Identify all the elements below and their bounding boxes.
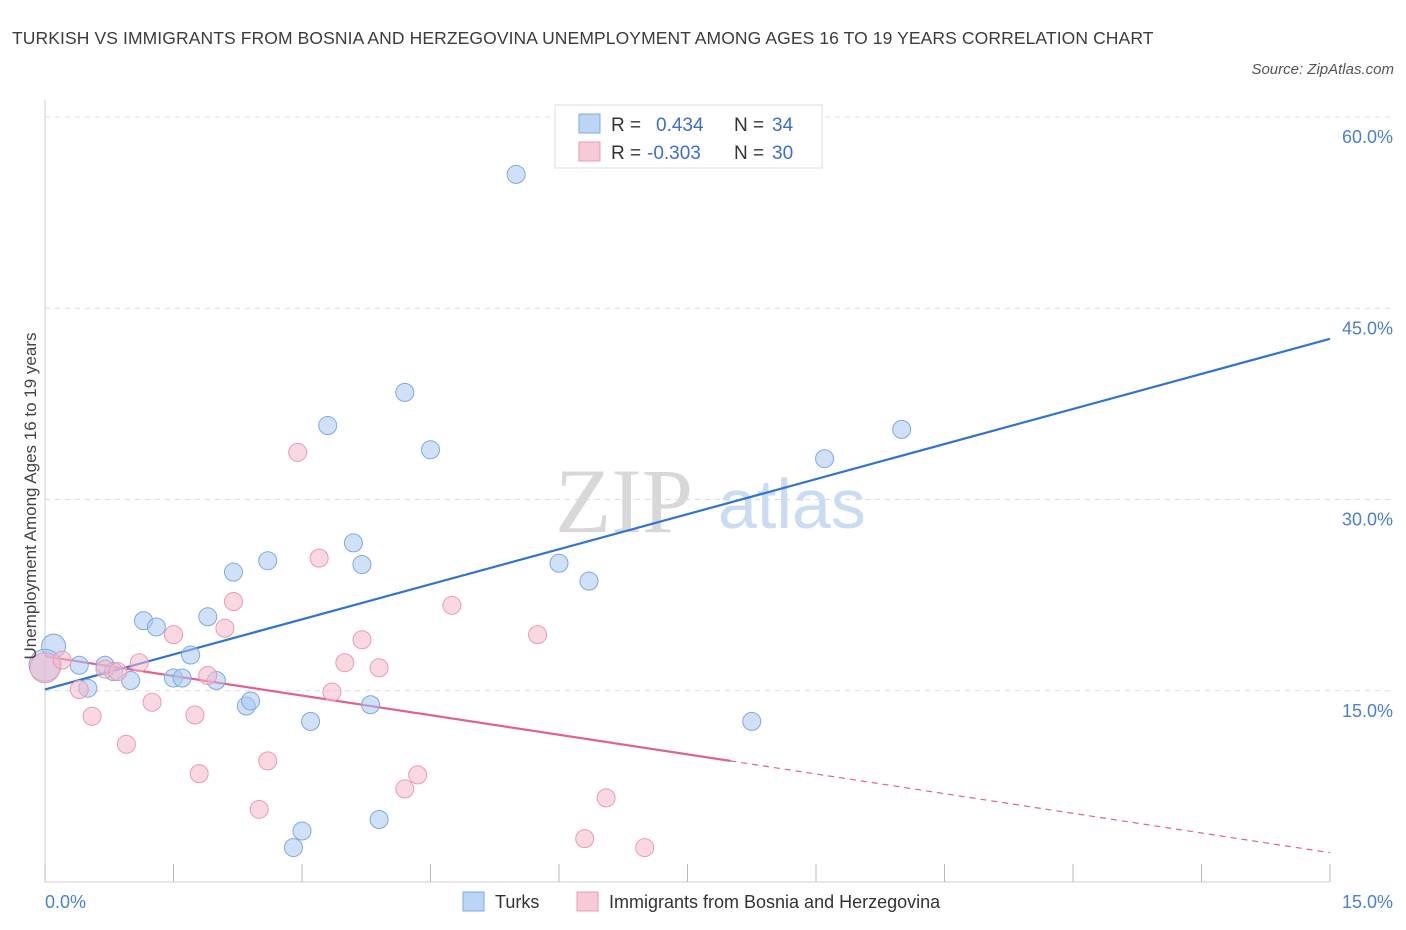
x-tick-label-max: 15.0% (1342, 892, 1393, 912)
bottom-legend-swatch-turks (462, 891, 485, 912)
legend-n-label-1: N = (734, 115, 764, 136)
bottom-legend-swatch-bosnia (576, 891, 599, 912)
point-turks (892, 419, 912, 439)
point-bosnia (528, 625, 548, 645)
point-turks (506, 164, 526, 184)
point-bosnia (352, 630, 372, 650)
point-bosnia (369, 658, 389, 678)
legend-r-label-1: R = (611, 115, 641, 136)
point-bosnia (116, 734, 136, 754)
point-turks (742, 711, 762, 731)
point-turks (579, 571, 599, 591)
point-turks (223, 562, 243, 582)
x-tick-label-min: 0.0% (45, 892, 86, 912)
point-turks (352, 555, 372, 575)
series-legend: Turks Immigrants from Bosnia and Herzego… (462, 891, 941, 912)
trend-line-turks (44, 337, 1331, 691)
point-turks (292, 821, 312, 841)
grid-lines (45, 116, 1393, 692)
point-bosnia (309, 548, 329, 568)
point-bosnia (198, 665, 218, 685)
point-bosnia (108, 662, 128, 682)
point-bosnia (82, 706, 102, 726)
point-bosnia (635, 838, 655, 858)
trend-lines (44, 337, 1331, 854)
point-turks (549, 553, 569, 573)
bottom-legend-label-bosnia: Immigrants from Bosnia and Herzegovina (609, 892, 941, 912)
point-bosnia (395, 779, 415, 799)
point-bosnia (69, 679, 89, 699)
point-turks (318, 416, 338, 436)
point-bosnia (322, 682, 342, 702)
point-turks (283, 838, 303, 858)
point-turks (241, 691, 261, 711)
point-bosnia (335, 653, 355, 673)
point-bosnia (52, 650, 72, 670)
y-tick-label: 60.0% (1342, 127, 1393, 147)
bottom-legend-label-turks: Turks (495, 892, 539, 912)
point-bosnia (142, 692, 162, 712)
legend-swatch-bosnia (578, 141, 601, 162)
legend-swatch-turks (578, 113, 601, 134)
chart-source: Source: ZipAtlas.com (1251, 61, 1394, 78)
legend-n-value-turks: 34 (772, 115, 794, 136)
data-points (28, 164, 912, 858)
legend-r-value-turks: 0.434 (656, 115, 704, 136)
trend-line-bosnia-extrapolated (730, 760, 1331, 854)
point-turks (361, 695, 381, 715)
watermark-atlas: atlas (718, 465, 866, 543)
point-turks (146, 617, 166, 637)
point-bosnia (223, 592, 243, 611)
legend-n-value-bosnia: 30 (772, 143, 793, 164)
y-tick-label: 15.0% (1342, 701, 1393, 721)
y-tick-label: 30.0% (1342, 510, 1393, 530)
point-turks (395, 382, 415, 402)
point-turks (181, 645, 201, 665)
point-turks (172, 668, 192, 688)
point-turks (198, 607, 218, 627)
point-bosnia (185, 705, 205, 725)
point-bosnia (189, 764, 209, 784)
point-turks (69, 655, 89, 675)
point-bosnia (288, 442, 308, 462)
point-turks (369, 810, 389, 830)
point-turks (343, 533, 363, 553)
point-turks (301, 711, 321, 731)
point-turks (258, 551, 278, 571)
legend-n-label-2: N = (734, 143, 764, 164)
point-bosnia (249, 799, 269, 819)
point-bosnia (575, 829, 595, 849)
correlation-legend: R = 0.434 N = 34 R = -0.303 N = 30 (554, 104, 823, 169)
point-bosnia (215, 618, 235, 638)
point-bosnia (258, 751, 278, 771)
point-bosnia (408, 765, 428, 785)
point-bosnia (596, 788, 616, 808)
point-turks (421, 440, 440, 460)
legend-r-value-bosnia: -0.303 (647, 143, 701, 164)
point-bosnia (442, 595, 462, 615)
point-bosnia (129, 653, 149, 673)
watermark-zip: ZIP (555, 450, 693, 552)
y-tick-label: 45.0% (1342, 318, 1393, 338)
trend-line-bosnia (44, 655, 731, 762)
point-bosnia (164, 625, 183, 645)
y-tick-labels: 15.0% 30.0% 45.0% 60.0% (1342, 127, 1393, 721)
axes (44, 100, 1331, 883)
legend-r-label-2: R = (611, 143, 641, 164)
chart-title: TURKISH VS IMMIGRANTS FROM BOSNIA AND HE… (12, 28, 1154, 48)
y-axis-label: Unemployment Among Ages 16 to 19 years (21, 333, 40, 660)
point-turks (815, 449, 835, 469)
